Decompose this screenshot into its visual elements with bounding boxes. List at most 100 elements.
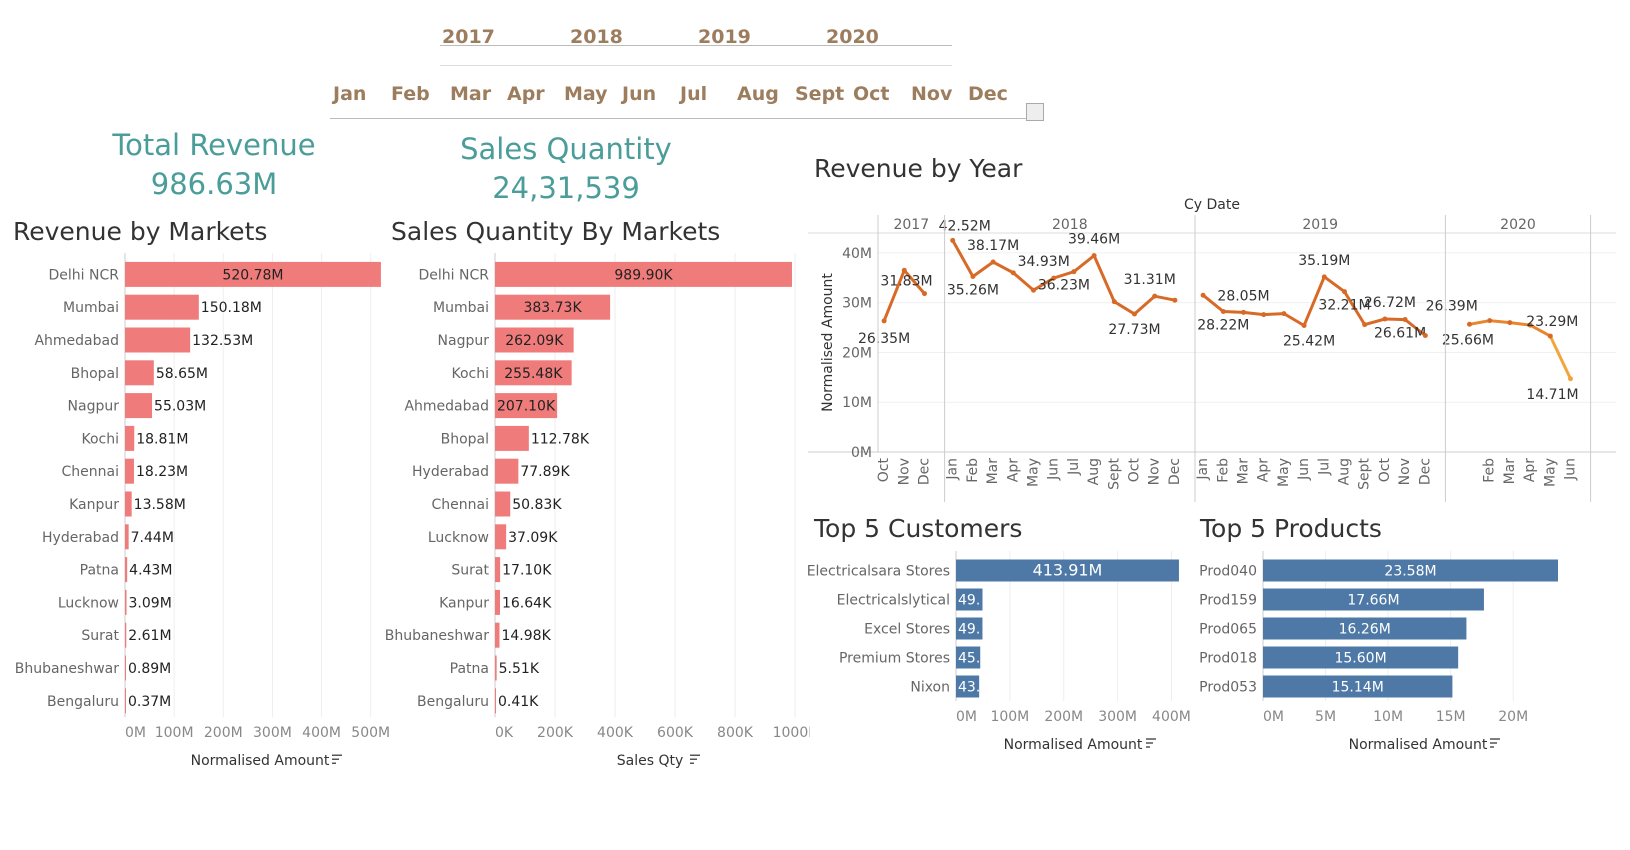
data-label: 7.44M [131,530,174,546]
bar [495,425,529,451]
x-tick-label: 100M [155,725,194,741]
x-tick-label: 200M [1044,709,1083,725]
category-label: Nagpur [68,399,120,415]
series-line-2020-tail [1548,335,1572,380]
month-tick-label: Feb [1482,458,1498,483]
x-tick-label: 0K [495,725,514,741]
data-point [1467,321,1472,327]
bar [125,655,126,681]
category-label: Nixon [910,680,950,696]
year-filter-divider-2 [440,65,952,66]
month-filter-aug[interactable]: Aug [737,83,779,105]
category-label: Surat [81,628,119,644]
x-tick-label: 0M [956,709,977,725]
category-label: Surat [451,563,489,579]
data-point [1507,320,1513,326]
data-label: 0.37M [128,694,171,710]
month-filter-feb[interactable]: Feb [391,83,430,105]
category-label: Prod018 [1199,651,1257,667]
data-point [950,237,956,243]
year-filter-divider [440,45,952,46]
bar [125,261,381,287]
bar [495,261,792,287]
month-tick-label: Jun [1563,458,1579,481]
data-point [1132,311,1137,317]
bar [495,557,501,583]
month-tick-label: Dec [1167,458,1183,485]
month-filter-jan[interactable]: Jan [333,83,367,105]
x-tick-label: 5M [1315,709,1336,725]
bar [125,557,128,583]
year-filter-2020[interactable]: 2020 [826,26,879,48]
data-label: 4.43M [129,563,172,579]
bar [125,327,191,353]
bar [1263,617,1467,640]
month-filter-sept[interactable]: Sept [795,83,845,105]
kpi-revenue-value: 986.63M [150,167,278,201]
bar [1263,675,1453,698]
quantity-by-markets-title: Sales Quantity By Markets [391,217,721,246]
sort-icon [1146,738,1156,748]
month-filter-mar[interactable]: Mar [450,83,492,105]
month-tick-label: Jan [945,458,961,481]
category-label: Kochi [451,366,489,382]
category-label: Chennai [432,497,489,513]
series-line-2019 [1202,274,1427,337]
data-label: 49. [958,622,980,638]
year-header: 2020 [1500,217,1536,233]
category-label: Prod040 [1199,564,1257,580]
month-tick-label: Jun [1046,458,1062,481]
category-label: Mumbai [433,300,489,316]
month-filter-may[interactable]: May [564,83,608,105]
bar [495,655,497,681]
month-tick-label: Nov [896,458,912,485]
month-filter-nov[interactable]: Nov [911,83,953,105]
month-filter-oct[interactable]: Oct [853,83,890,105]
bar [125,491,132,517]
bar [495,622,500,648]
month-filter-jul[interactable]: Jul [680,83,708,105]
data-point [1241,309,1246,315]
data-point [881,318,887,324]
category-label: Prod053 [1199,680,1257,696]
data-label: 2.61M [128,628,171,644]
x-tick-label: 800K [717,725,754,741]
bar [956,675,980,698]
category-label: Bengaluru [417,694,489,710]
month-tick-label: Sept [1106,458,1122,490]
category-label: Kanpur [439,595,489,611]
month-filter-jun[interactable]: Jun [622,83,657,105]
y-tick-label: 40M [842,246,872,262]
data-point [922,291,927,297]
month-filter-dec[interactable]: Dec [968,83,1008,105]
data-point [1422,333,1428,339]
data-label: 132.53M [192,333,253,349]
month-tick-label: Feb [965,458,981,483]
data-label: 28.22M [1197,318,1249,334]
data-point [1362,322,1368,328]
data-label: 42.52M [939,218,991,234]
bar [495,458,519,484]
month-filter-apr[interactable]: Apr [507,83,545,105]
category-label: Kochi [81,431,119,447]
year-filter-2017[interactable]: 2017 [442,26,495,48]
filter-scroll-handle[interactable] [1026,103,1044,121]
data-point [1051,275,1057,281]
bar [495,360,572,386]
year-header: 2019 [1302,217,1338,233]
data-label: 16.26M [1339,622,1391,638]
category-label: Nagpur [438,333,490,349]
year-filter-2018[interactable]: 2018 [570,26,623,48]
data-point [1010,270,1016,276]
category-label: Prod159 [1199,593,1257,609]
data-label: 38.17M [967,238,1019,254]
category-label: Bhubaneshwar [15,661,119,677]
x-tick-label: 500M [351,725,390,741]
category-label: Electricalslytical [837,593,950,609]
revenue-by-markets-title: Revenue by Markets [13,217,268,246]
month-tick-label: Mar [985,458,1001,485]
year-filter-2019[interactable]: 2019 [698,26,751,48]
x-tick-label: 300M [253,725,292,741]
bar [956,559,1179,582]
x-tick-label: 0M [1263,709,1284,725]
